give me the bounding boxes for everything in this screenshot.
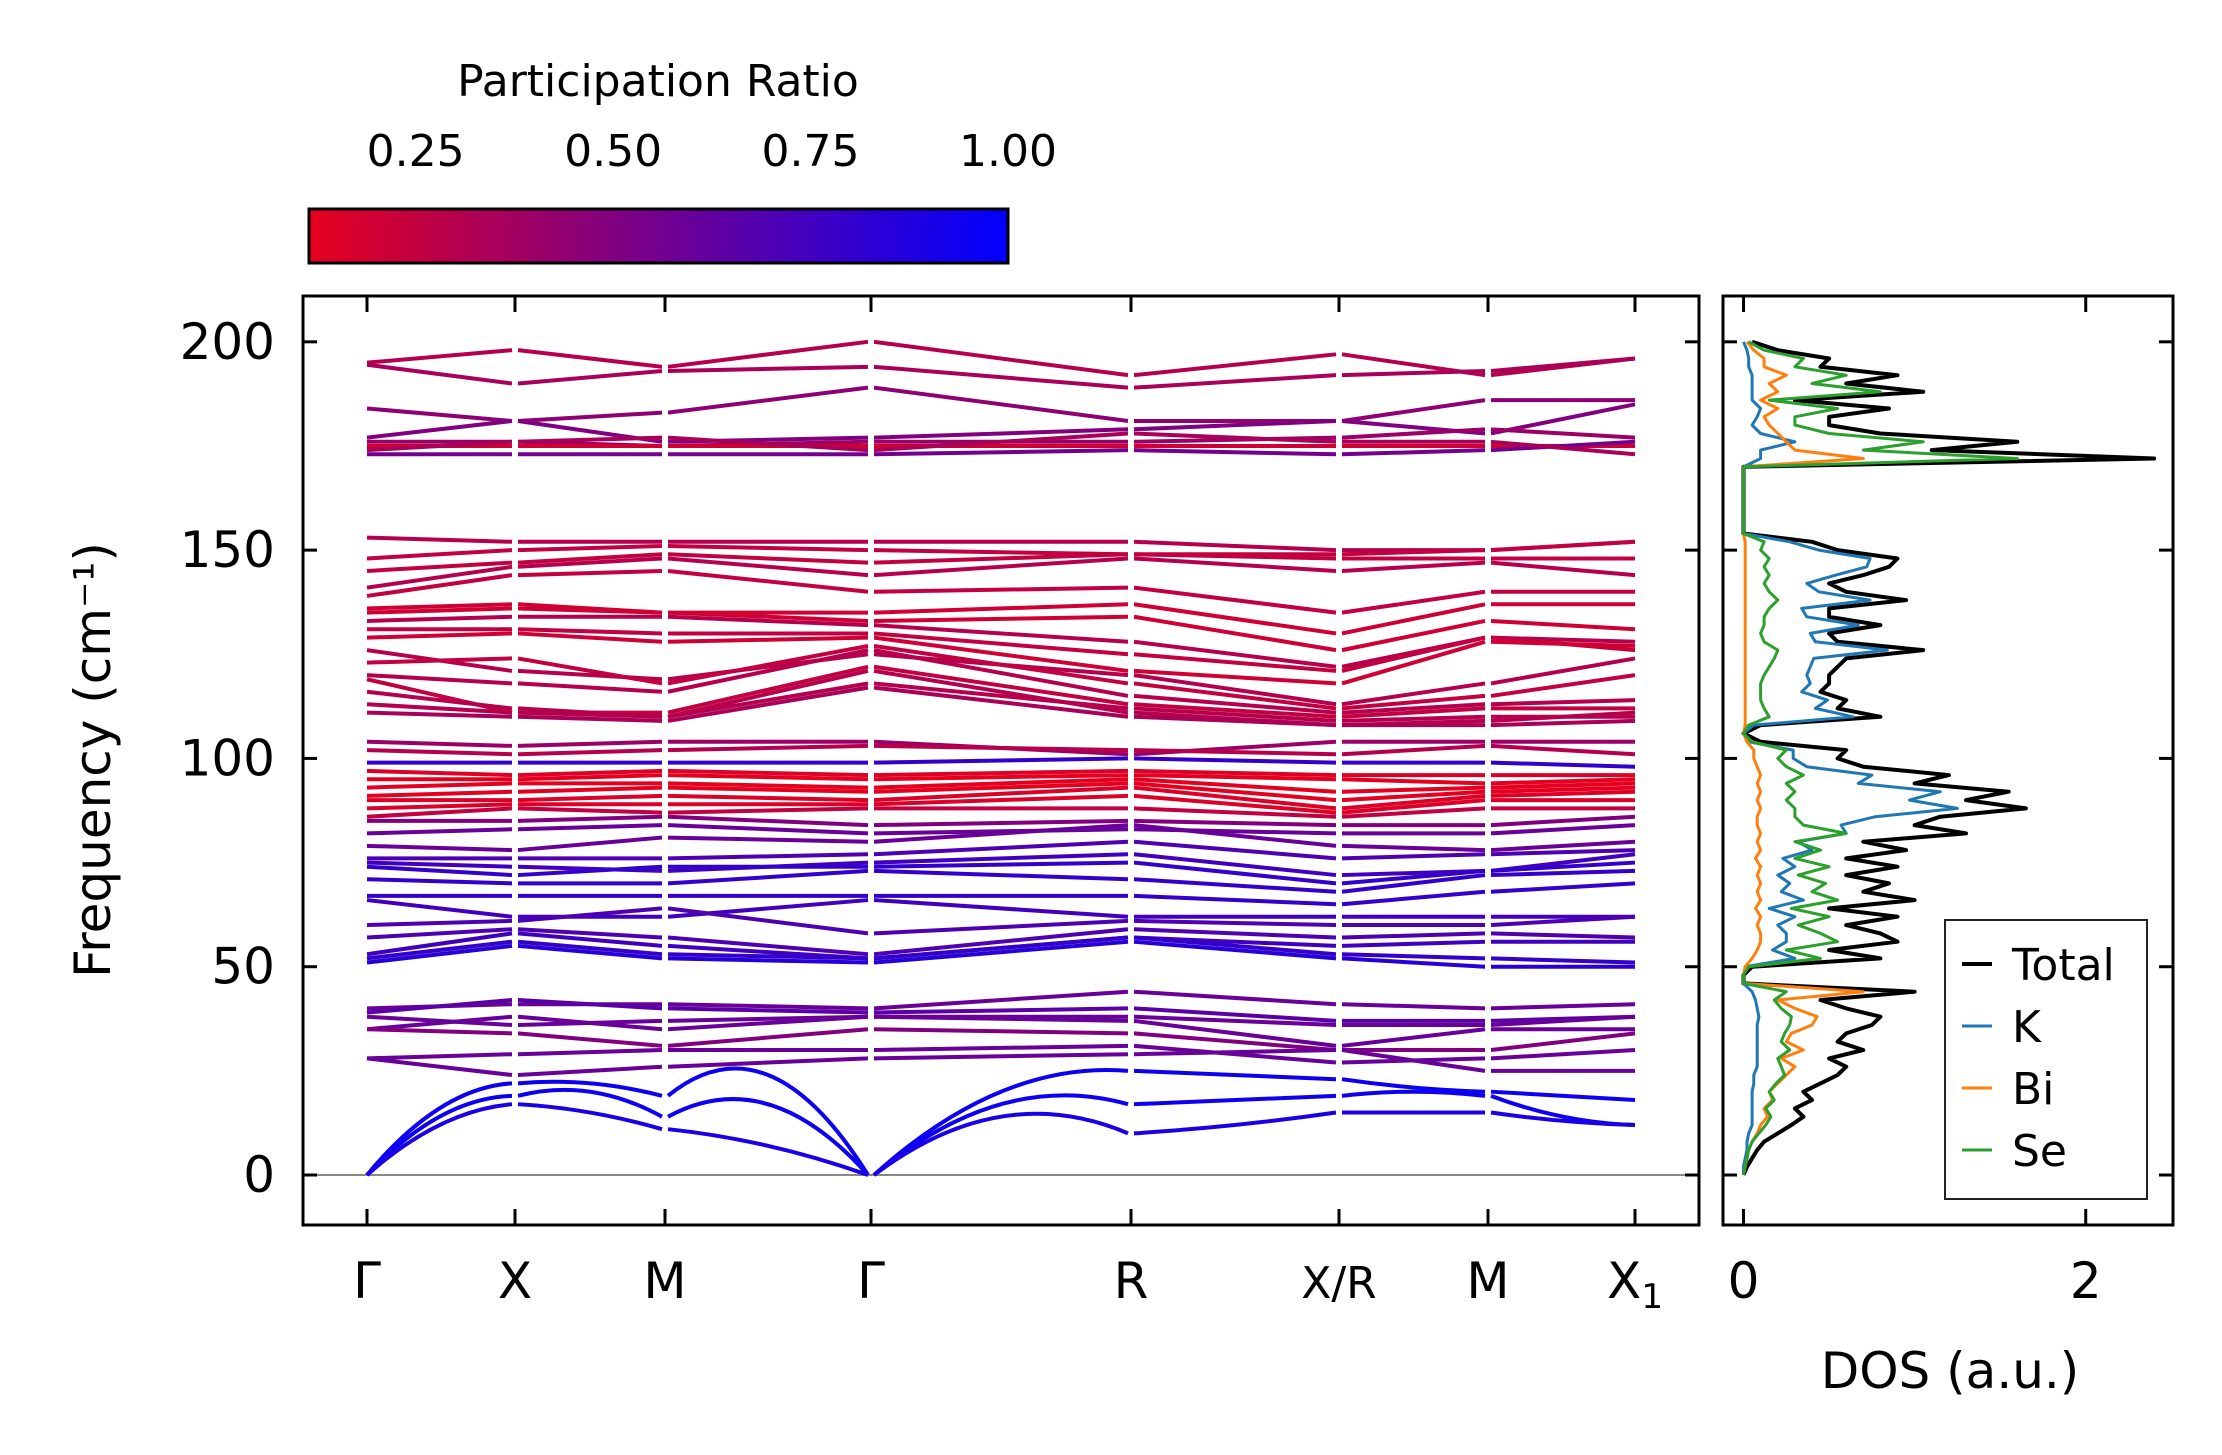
phonon-band	[366, 402, 1636, 444]
dos-x-axis-label: DOS (a.u.)	[1821, 1342, 2080, 1400]
phonon-band	[366, 431, 1636, 457]
phonon-band	[366, 1048, 1635, 1078]
phonon-band	[366, 939, 1635, 969]
y-tick-label: 100	[180, 729, 275, 787]
kpoint-label-m-2: M	[1466, 1252, 1509, 1310]
colorbar-gradient	[307, 207, 1010, 265]
phonon-band	[366, 535, 1636, 553]
phonon-band	[366, 998, 1636, 1023]
kpoint-label-m: M	[643, 1252, 686, 1310]
phonon-band	[366, 927, 1636, 957]
phonon-band	[366, 768, 1635, 778]
phonon-band	[366, 385, 1635, 423]
dos-x-tick-label: 0	[1728, 1252, 1760, 1310]
y-tick-label: 200	[180, 313, 275, 371]
phonon-band	[366, 606, 1636, 653]
phonon-band	[366, 743, 1636, 757]
phonon-band	[366, 806, 1635, 819]
legend-label-se: Se	[2012, 1126, 2067, 1177]
phonon-band	[366, 602, 1635, 636]
phonon-band	[366, 860, 1636, 886]
phonon-band	[366, 648, 1636, 715]
colorbar-ticks: 0.25 0.50 0.75 1.00	[367, 126, 1057, 263]
main-axis-ticks: 0 50 100 150 200	[180, 296, 1699, 1225]
phonon-band	[366, 793, 1635, 815]
phonon-band	[366, 685, 1636, 728]
phonon-band	[366, 898, 1635, 919]
phonon-band	[366, 439, 1636, 457]
phonon-band	[366, 777, 1636, 794]
phonon-band	[367, 785, 1636, 811]
colorbar-title: Participation Ratio	[457, 56, 859, 107]
phonon-band	[366, 568, 1635, 615]
colorbar-tick-label: 1.00	[959, 126, 1057, 177]
kpoint-label-r: R	[1114, 1252, 1149, 1310]
colorbar-tick-label: 0.75	[762, 126, 860, 177]
dos-curve-se	[1742, 340, 2019, 1176]
main-axes-frame	[301, 294, 1701, 1227]
phonon-band	[365, 1087, 1636, 1177]
dos-axes-frame	[1721, 294, 2175, 1227]
legend-box	[1944, 919, 2148, 1200]
colorbar-tick-label: 0.50	[564, 126, 662, 177]
phonon-band	[366, 631, 1636, 686]
legend-label-bi: Bi	[2012, 1064, 2054, 1115]
phonon-band	[367, 773, 1636, 786]
y-tick-label: 0	[243, 1146, 275, 1204]
legend-label-k: K	[2012, 1002, 2042, 1053]
phonon-band	[366, 823, 1636, 836]
phonon-band	[366, 814, 1636, 828]
kpoint-label-sub: 1	[1641, 1277, 1663, 1317]
phonon-band	[366, 756, 1636, 769]
kpoint-label-gamma-2: Γ	[857, 1252, 885, 1310]
phonon-band	[366, 839, 1636, 861]
phonon-band	[366, 935, 1636, 965]
phonon-band	[366, 539, 1636, 561]
y-axis-label: Frequency (cm⁻¹)	[64, 542, 122, 978]
phonon-band	[365, 1102, 1636, 1177]
phonon-band	[366, 781, 1636, 803]
colorbar-tick-label: 0.25	[367, 126, 465, 177]
y-tick-label: 50	[211, 938, 275, 996]
phonon-band	[366, 1014, 1636, 1048]
phonon-band	[367, 627, 1636, 673]
phonon-band	[366, 556, 1636, 590]
kpoint-label-x1: X1	[1607, 1252, 1663, 1317]
phonon-band	[366, 643, 1636, 711]
phonon-band	[366, 552, 1635, 573]
phonon-band	[366, 339, 1636, 378]
phonon-band	[366, 681, 1635, 723]
phonon-band	[366, 1043, 1636, 1065]
y-tick-label: 150	[180, 521, 275, 579]
legend: Total K Bi Se	[1944, 919, 2148, 1200]
kpoint-label-x: X	[498, 1252, 532, 1310]
colorbar: Participation Ratio 0.25 0.50 0.75 1.00	[307, 56, 1057, 265]
kpoint-label-gamma: Γ	[353, 1252, 381, 1310]
phonon-band	[366, 356, 1636, 390]
phonon-band	[366, 989, 1636, 1011]
kpoint-label-x-r: X/R	[1301, 1258, 1377, 1309]
phonon-band	[366, 906, 1636, 936]
phonon-band	[366, 668, 1636, 728]
phonon-band	[366, 1027, 1636, 1053]
kpoint-label-main: X	[1607, 1252, 1641, 1310]
kpoint-labels: Γ X M Γ R X/R M X1	[353, 1252, 1663, 1317]
phonon-band	[365, 1066, 1636, 1177]
legend-label-total: Total	[2011, 940, 2115, 991]
dos-curves	[1741, 339, 2157, 1176]
bands	[365, 339, 1636, 1177]
dos-x-tick-label: 2	[2070, 1252, 2102, 1310]
phonon-band	[366, 614, 1636, 669]
phonon-band	[366, 868, 1636, 894]
phonon-band	[366, 823, 1636, 853]
phonon-band	[366, 881, 1636, 907]
